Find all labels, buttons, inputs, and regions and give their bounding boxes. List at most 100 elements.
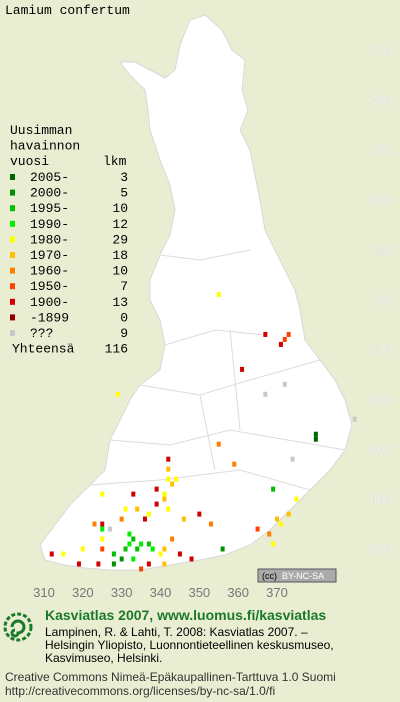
license-line: Creative Commons Nimeä-Epäkaupallinen-Ta… xyxy=(5,670,336,684)
observation-square xyxy=(166,476,171,482)
legend-count: 10 xyxy=(112,264,128,279)
legend-label: 2000- xyxy=(30,186,69,201)
observation-square xyxy=(96,561,101,567)
observation-square xyxy=(166,506,171,512)
observation-square xyxy=(146,541,151,547)
y-tick-label: 670 xyxy=(370,542,392,557)
observation-square xyxy=(92,521,97,527)
observation-square xyxy=(135,546,140,552)
legend-label: 1990- xyxy=(30,217,69,232)
observation-square xyxy=(162,496,167,502)
observation-square xyxy=(154,501,159,507)
observation-square xyxy=(275,516,279,522)
observation-square xyxy=(313,431,318,437)
legend-label: ??? xyxy=(30,326,53,341)
observation-square xyxy=(189,556,194,562)
observation-square xyxy=(49,551,54,557)
cc-badge-label: BY-NC-SA xyxy=(282,571,324,581)
observation-square xyxy=(278,521,283,527)
legend-count: 5 xyxy=(120,186,128,201)
legend-count: 18 xyxy=(112,248,128,263)
observation-square xyxy=(352,416,357,422)
observation-square xyxy=(100,546,105,552)
observation-square xyxy=(282,336,287,342)
observation-square xyxy=(123,506,128,512)
x-tick-label: 310 xyxy=(33,585,55,600)
observation-square xyxy=(76,561,81,567)
legend-heading: havainnon xyxy=(10,139,80,154)
observation-square xyxy=(294,496,299,502)
legend-label: 1960- xyxy=(30,264,69,279)
credits: Lampinen, R. & Lahti, T. 2008: Kasviatla… xyxy=(5,625,336,698)
observation-square xyxy=(313,436,318,442)
observation-square xyxy=(162,546,167,552)
observation-square xyxy=(232,461,237,467)
observation-square xyxy=(61,551,66,557)
y-tick-label: 750 xyxy=(370,143,392,158)
observation-square xyxy=(115,391,120,397)
observation-square xyxy=(108,526,113,532)
observation-square xyxy=(166,466,171,472)
observation-square xyxy=(139,566,144,572)
observation-square xyxy=(216,441,221,447)
observation-square xyxy=(100,526,105,532)
observation-square xyxy=(131,536,136,542)
legend-swatch xyxy=(10,267,15,274)
license-line: http://creativecommons.org/licenses/by-n… xyxy=(5,684,275,698)
observation-square xyxy=(240,366,245,372)
observation-square xyxy=(271,486,276,492)
y-tick-label: 710 xyxy=(370,342,392,357)
legend-total: 116 xyxy=(105,342,128,357)
observation-square xyxy=(150,546,155,552)
legend-heading: vuosi xyxy=(10,154,49,169)
observation-square xyxy=(278,341,283,347)
observation-square xyxy=(100,491,105,497)
legend-swatch xyxy=(10,189,15,196)
observation-square xyxy=(142,516,147,522)
legend-swatch xyxy=(10,220,15,227)
y-tick-label: 700 xyxy=(370,392,392,407)
x-tick-label: 350 xyxy=(188,585,210,600)
y-tick-label: 730 xyxy=(370,243,392,258)
observation-square xyxy=(131,556,136,562)
observation-square xyxy=(119,556,124,562)
observation-square xyxy=(166,456,171,462)
finland-outline xyxy=(39,14,353,571)
legend-count: 9 xyxy=(120,326,128,341)
observation-square xyxy=(111,561,116,567)
observation-square xyxy=(286,331,291,337)
observation-square xyxy=(127,541,132,547)
observation-square xyxy=(170,481,175,487)
observation-square xyxy=(174,476,179,482)
x-tick-label: 320 xyxy=(72,585,94,600)
credits-site: Kasviatlas 2007, www.luomus.fi/kasviatla… xyxy=(45,607,326,623)
observation-square xyxy=(119,516,124,522)
legend-swatch xyxy=(10,205,15,212)
cc-badge: (cc) BY-NC-SA xyxy=(257,568,337,583)
legend-count: 29 xyxy=(112,232,128,247)
legend-count-heading: lkm xyxy=(103,154,127,169)
legend-swatch xyxy=(10,252,15,258)
observation-square xyxy=(154,486,159,492)
legend-label: 1900- xyxy=(30,295,69,310)
observation-square xyxy=(146,561,151,567)
observation-square xyxy=(158,551,163,557)
legend-count: 12 xyxy=(112,217,128,232)
legend-label: 2005- xyxy=(30,170,69,185)
observation-square xyxy=(267,531,272,537)
y-tick-label: 690 xyxy=(370,442,392,457)
observation-square xyxy=(100,521,105,527)
legend-count: 7 xyxy=(120,279,128,294)
legend-swatch xyxy=(10,330,15,336)
legend-count: 3 xyxy=(120,170,128,185)
citation-line: Lampinen, R. & Lahti, T. 2008: Kasviatla… xyxy=(45,625,308,639)
legend-label: 1995- xyxy=(30,201,69,216)
observation-square xyxy=(146,511,151,517)
observation-square xyxy=(255,526,260,532)
observation-square xyxy=(197,511,202,517)
map-title: Lamium confertum xyxy=(5,3,130,18)
legend-swatch xyxy=(10,298,15,305)
legend-label: 1970- xyxy=(30,248,69,263)
observation-square xyxy=(139,541,144,547)
